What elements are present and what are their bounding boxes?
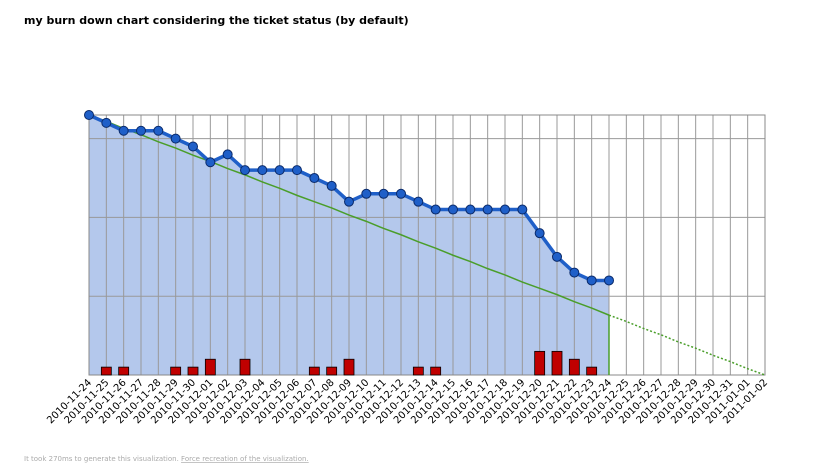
point xyxy=(586,275,597,286)
point xyxy=(326,180,337,191)
ideal-projection xyxy=(608,314,766,376)
point xyxy=(136,125,146,136)
point xyxy=(604,275,614,286)
bar xyxy=(170,366,182,376)
ideal-line xyxy=(88,114,610,316)
point xyxy=(534,228,545,239)
point xyxy=(378,188,389,199)
point xyxy=(500,204,510,215)
bar xyxy=(204,358,216,376)
point xyxy=(153,125,164,136)
bar xyxy=(534,350,546,376)
point xyxy=(361,188,372,199)
bar xyxy=(326,366,338,376)
point xyxy=(222,149,233,160)
bar xyxy=(187,366,199,376)
bar xyxy=(412,366,424,376)
point xyxy=(344,196,354,207)
point xyxy=(84,110,94,120)
bar xyxy=(430,366,442,376)
point xyxy=(101,117,112,128)
point xyxy=(465,204,476,215)
point xyxy=(482,204,493,215)
plot-border xyxy=(88,114,766,376)
point xyxy=(188,141,198,152)
point xyxy=(257,165,268,176)
bar xyxy=(551,350,563,376)
point xyxy=(274,165,285,176)
point xyxy=(569,267,580,278)
point xyxy=(448,204,458,215)
bar xyxy=(343,358,355,376)
chart-title: my burn down chart considering the ticke… xyxy=(24,14,409,27)
point xyxy=(240,165,250,176)
point xyxy=(292,165,302,176)
bar xyxy=(100,366,112,376)
point xyxy=(552,251,562,262)
bar xyxy=(586,366,598,376)
footer-text: It took 270ms to generate this visualiza… xyxy=(24,455,179,463)
bar xyxy=(239,358,251,376)
point xyxy=(205,157,216,168)
bar xyxy=(118,366,130,376)
point xyxy=(396,188,406,199)
point xyxy=(118,125,129,136)
bar xyxy=(308,366,320,376)
footer: It took 270ms to generate this visualiza… xyxy=(24,455,309,463)
point xyxy=(430,204,441,215)
bar xyxy=(568,358,580,376)
point xyxy=(517,204,528,215)
point xyxy=(413,196,424,207)
point xyxy=(309,173,320,184)
point xyxy=(170,133,181,144)
footer-link[interactable]: Force recreation of the visualization. xyxy=(181,455,309,463)
